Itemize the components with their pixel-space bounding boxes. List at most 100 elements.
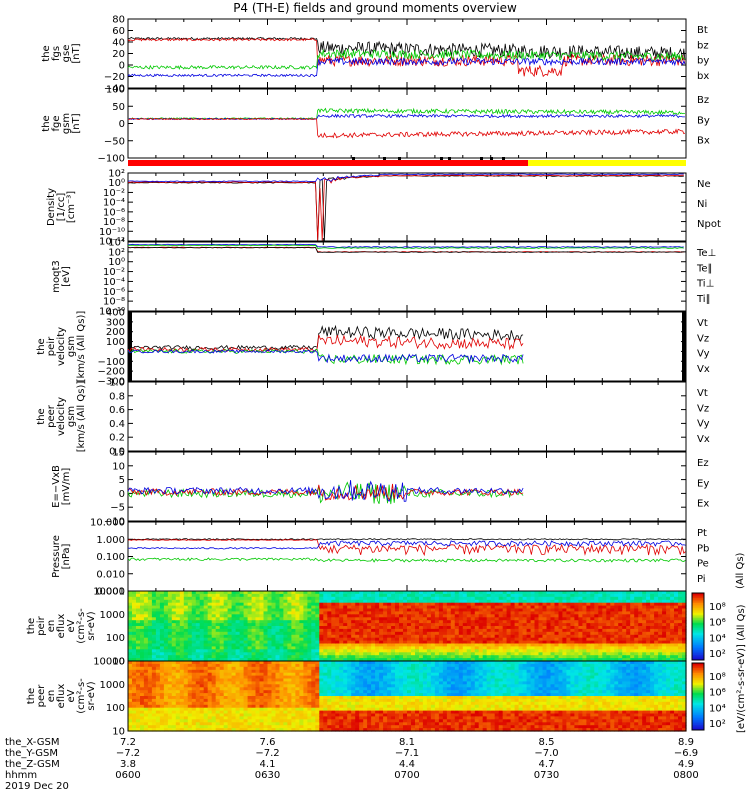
spectrogram-cell <box>223 701 229 706</box>
spectrogram-cell <box>466 623 472 627</box>
spectrogram-cell <box>415 593 420 598</box>
spectrogram-cell <box>187 681 193 685</box>
spectrogram-cell <box>163 614 169 618</box>
spectrogram-cell <box>167 608 173 612</box>
spectrogram-cell <box>630 643 635 647</box>
spectrogram-cell <box>143 681 149 685</box>
spectrogram-cell <box>179 637 185 642</box>
spectrogram-cell <box>259 652 265 656</box>
spectrogram-cell <box>458 628 464 633</box>
spectrogram-cell <box>136 623 141 627</box>
spectrogram-cell <box>211 620 217 624</box>
spectrogram-cell <box>498 637 504 642</box>
spectrogram-cell <box>259 661 265 665</box>
spectrogram-cell <box>291 626 296 630</box>
spectrogram-cell <box>359 646 364 650</box>
panel-frame <box>127 451 687 522</box>
spectrogram-cell <box>387 608 392 612</box>
spectrogram-cell <box>187 687 193 691</box>
spectrogram-cell <box>355 643 360 647</box>
y-tick-label: 10⁻² <box>103 267 125 278</box>
spectrogram-cell <box>478 608 484 612</box>
panel-pressure: 10.0001.0000.1000.0100.001Pressure[nPa]P… <box>51 518 746 598</box>
spectrogram-cell <box>227 675 233 680</box>
spectrogram-cell <box>426 655 432 659</box>
spectrogram-cell <box>331 649 336 653</box>
spectrogram-cell <box>187 707 193 712</box>
spectrogram-cell <box>359 591 364 595</box>
spectrogram-cell <box>287 611 292 615</box>
spectrogram-cell <box>490 599 496 604</box>
spectrogram-cell <box>215 608 221 612</box>
spectrogram-cell <box>151 617 157 621</box>
spectrogram-cell <box>586 646 591 650</box>
spectrogram-cell <box>143 626 149 630</box>
spectrogram-cell <box>215 640 221 645</box>
spectrogram-cell <box>554 658 560 662</box>
spectrogram-cell <box>411 631 416 636</box>
spectrogram-cell <box>666 640 671 645</box>
spectrogram-cell <box>407 608 412 612</box>
spectrogram-cell <box>642 623 647 627</box>
spectrogram-cell <box>399 608 404 612</box>
spectrogram-cell <box>311 637 316 642</box>
spectrogram-cell <box>415 628 420 633</box>
spectrogram-cell <box>570 623 575 627</box>
spectrogram-cell <box>526 646 532 650</box>
spectrogram-cell <box>128 649 133 653</box>
spectrogram-cell <box>518 591 524 595</box>
spectrogram-cell <box>140 628 145 633</box>
legend-entry: Vy <box>697 349 710 360</box>
spectrogram-cell <box>207 617 213 621</box>
spectrogram-cell <box>231 710 237 715</box>
spectrogram-cell <box>430 626 436 630</box>
spectrogram-cell <box>331 655 336 659</box>
spectrogram-cell <box>235 690 241 694</box>
spectrogram-cell <box>132 663 137 668</box>
spectrogram-cell <box>267 672 273 677</box>
spectrogram-cell <box>574 593 579 598</box>
spectrogram-cell <box>534 646 540 650</box>
spectrogram-cell <box>363 614 368 618</box>
spectrogram-cell <box>506 617 512 621</box>
spectrogram-cell <box>251 701 257 706</box>
spectrogram-cell <box>682 620 687 624</box>
spectrogram-cell <box>183 614 189 618</box>
spectrogram-cell <box>646 637 651 642</box>
spectrogram-cell <box>183 698 189 703</box>
spectrogram-cell <box>203 614 209 618</box>
spectrogram-cell <box>140 596 145 601</box>
spectrogram-cell <box>419 623 424 627</box>
spectrogram-cell <box>299 623 304 627</box>
spectrogram-cell <box>626 617 631 621</box>
spectrogram-cell <box>351 617 356 621</box>
spectrogram-cell <box>179 704 185 709</box>
spectrogram-cell <box>530 649 536 653</box>
y-axis-label: thefgegsm[nT] <box>41 113 82 134</box>
spectrogram-cell <box>351 637 356 642</box>
spectrogram-cell <box>227 684 233 688</box>
spectrogram-cell <box>538 655 544 659</box>
spectrogram-cell <box>183 693 189 697</box>
spectrogram-cell <box>231 617 237 621</box>
spectrogram-cell <box>179 661 185 665</box>
spectrogram-cell <box>343 623 348 627</box>
spectrogram-cell <box>219 698 225 703</box>
spectrogram-cell <box>171 666 177 671</box>
spectrogram-cell <box>466 611 472 615</box>
spectrogram-cell <box>430 611 436 615</box>
spectrogram-cell <box>319 623 324 627</box>
spectrogram-cell <box>195 623 201 627</box>
spectrogram-cell <box>454 637 460 642</box>
spectrogram-cell <box>163 643 169 647</box>
spectrogram-cell <box>303 591 308 595</box>
spectrogram-cell <box>598 620 603 624</box>
spectrogram-cell <box>315 658 320 662</box>
spectrogram-cell <box>291 655 296 659</box>
spectrogram-cell <box>355 631 360 636</box>
spectrogram-cell <box>163 725 169 729</box>
spectrogram-cell <box>179 617 185 621</box>
spectrogram-cell <box>251 646 257 650</box>
spectrogram-cell <box>187 672 193 677</box>
spectrogram-cell <box>474 643 480 647</box>
